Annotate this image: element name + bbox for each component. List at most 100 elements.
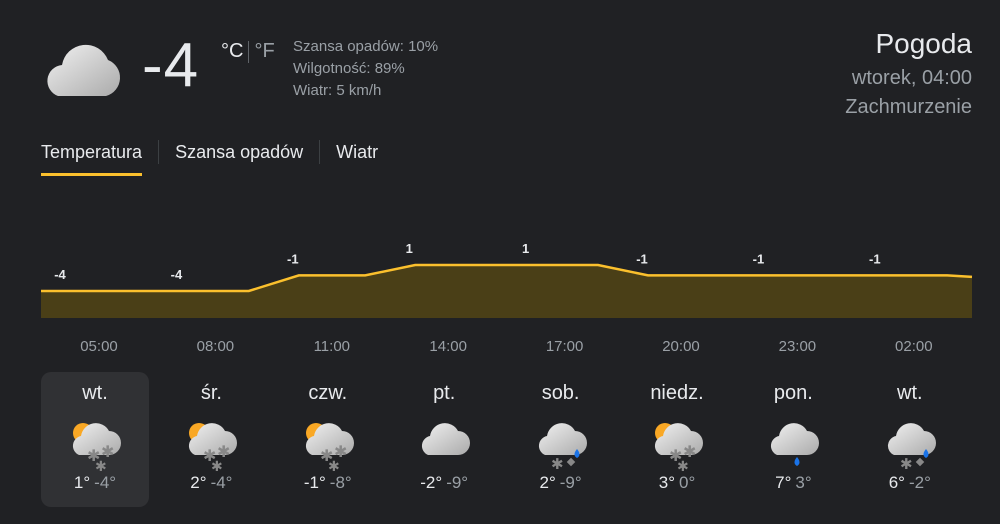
fahrenheit-button[interactable]: °F	[254, 40, 275, 62]
chart-data-label: -1	[869, 251, 881, 266]
svg-text:✱: ✱	[211, 458, 223, 471]
widget-title: Pogoda	[875, 28, 972, 59]
day-icon: ✱ ✱ ✱	[181, 411, 241, 474]
low-temp: 0°	[679, 473, 696, 492]
svg-text:✱: ✱	[101, 444, 114, 461]
low-temp: 3°	[795, 473, 812, 492]
chart-x-tick: 02:00	[895, 338, 933, 355]
temperature-chart: -4 -4 -1 1 1 -1 -1 -1	[41, 241, 973, 318]
svg-text:✱: ✱	[669, 448, 682, 465]
high-temp: 2°	[539, 473, 556, 492]
partly-cloudy-snow-icon: ✱ ✱✱	[72, 423, 121, 474]
svg-text:✱: ✱	[900, 456, 913, 471]
day-temps: 3° 0°	[623, 473, 731, 493]
chart-data-label: -1	[636, 251, 648, 266]
chart-data-label: -4	[171, 267, 183, 282]
svg-text:✱: ✱	[203, 448, 216, 465]
day-icon	[414, 411, 474, 467]
high-temp: 7°	[775, 473, 792, 492]
day-icon: ✱ ✱ ✱	[647, 411, 707, 474]
partly-cloudy-snow-icon: ✱ ✱✱	[305, 423, 354, 474]
partly-cloudy-snow-icon: ✱ ✱✱	[189, 423, 238, 474]
tab-precipitation[interactable]: Szansa opadów	[175, 142, 304, 162]
svg-text:✱: ✱	[551, 456, 564, 471]
low-temp: -4°	[210, 473, 233, 492]
svg-text:✱: ✱	[217, 444, 230, 461]
low-temp: -8°	[329, 473, 352, 492]
cloudy-icon	[422, 423, 471, 455]
partly-cloudy-snow-icon: ✱ ✱✱	[654, 423, 703, 474]
day-card[interactable]: wt. ✱ 6° -2°	[856, 372, 964, 507]
chart-line	[41, 263, 973, 293]
day-icon: ✱	[531, 411, 591, 473]
current-temperature: -4	[142, 31, 200, 100]
day-temps: 1° -4°	[41, 473, 149, 493]
svg-text:✱: ✱	[334, 444, 347, 461]
chart-data-label: -1	[287, 251, 299, 266]
rain-icon	[771, 423, 820, 466]
day-card[interactable]: pon. 7° 3°	[739, 372, 847, 507]
day-name: śr.	[200, 382, 222, 404]
chart-data-label: -4	[54, 267, 66, 282]
tab-temperature[interactable]: Temperatura	[41, 140, 143, 176]
current-details: Szansa opadów: 10% Wilgotność: 89% Wiatr…	[293, 36, 438, 102]
day-icon: ✱ ✱ ✱	[298, 411, 358, 474]
low-temp: -4°	[94, 473, 117, 492]
high-temp: 2°	[190, 473, 207, 492]
chart-x-tick: 17:00	[545, 338, 584, 355]
chart-data-label: 1	[406, 241, 413, 256]
chart-x-tick: 11:00	[313, 338, 351, 355]
header-info: Pogoda wtorek, 04:00 Zachmurzenie	[845, 28, 972, 122]
svg-text:✱: ✱	[87, 448, 100, 465]
chart-x-tick: 23:00	[778, 338, 817, 355]
day-card[interactable]: śr. ✱ ✱ ✱ 2° -4°	[157, 372, 265, 507]
tab-divider	[319, 140, 321, 164]
unit-toggle: °C °F	[221, 40, 275, 63]
svg-text:✱: ✱	[683, 444, 696, 461]
celsius-button[interactable]: °C	[221, 40, 244, 62]
day-card[interactable]: wt. ✱ ✱ ✱ 1° -4°	[41, 372, 149, 507]
sleet-icon: ✱	[538, 423, 587, 473]
low-temp: -9°	[559, 473, 582, 492]
day-temps: 6° -2°	[856, 473, 964, 493]
day-name: pt.	[433, 382, 456, 404]
chart-data-label: 1	[522, 241, 529, 256]
day-name: wt.	[82, 382, 108, 404]
chart-area	[41, 265, 972, 318]
day-name: niedz.	[650, 382, 704, 404]
chart-x-tick: 14:00	[429, 338, 467, 355]
svg-text:✱: ✱	[677, 458, 689, 471]
high-temp: 3°	[658, 473, 675, 492]
day-icon: ✱	[880, 411, 940, 473]
chart-x-tick: 05:00	[80, 338, 118, 355]
day-temps: 2° -4°	[157, 473, 265, 493]
day-icon	[763, 411, 823, 467]
day-temps: -2° -9°	[390, 473, 498, 493]
tabs: Temperatura Szansa opadów Wiatr	[41, 140, 394, 176]
datetime: wtorek, 04:00	[851, 67, 972, 89]
day-card[interactable]: sob. ✱ 2° -9°	[507, 372, 615, 507]
day-name: czw.	[308, 382, 348, 404]
chart-x-tick: 20:00	[662, 338, 700, 355]
chart-data-label: -1	[753, 251, 765, 266]
day-name: sob.	[541, 382, 580, 404]
low-temp: -9°	[446, 473, 469, 492]
day-temps: 2° -9°	[507, 473, 615, 493]
high-temp: -2°	[420, 473, 443, 492]
day-name: wt.	[897, 382, 923, 404]
chart-x-tick: 08:00	[196, 338, 235, 355]
tab-divider	[158, 140, 160, 164]
wind: Wiatr: 5 km/h	[293, 82, 382, 99]
humidity: Wilgotność: 89%	[293, 60, 405, 77]
high-temp: -1°	[303, 473, 326, 492]
precip-chance: Szansa opadów: 10%	[293, 38, 439, 55]
svg-text:✱: ✱	[95, 458, 107, 471]
unit-divider	[248, 40, 250, 63]
day-card[interactable]: niedz. ✱ ✱ ✱ 3° 0°	[623, 372, 731, 507]
day-card[interactable]: czw. ✱ ✱ ✱ -1° -8°	[274, 372, 382, 507]
condition: Zachmurzenie	[845, 96, 972, 118]
day-temps: -1° -8°	[274, 473, 382, 493]
day-temps: 7° 3°	[739, 473, 847, 493]
day-card[interactable]: pt. -2° -9°	[390, 372, 498, 507]
tab-wind[interactable]: Wiatr	[336, 142, 379, 162]
